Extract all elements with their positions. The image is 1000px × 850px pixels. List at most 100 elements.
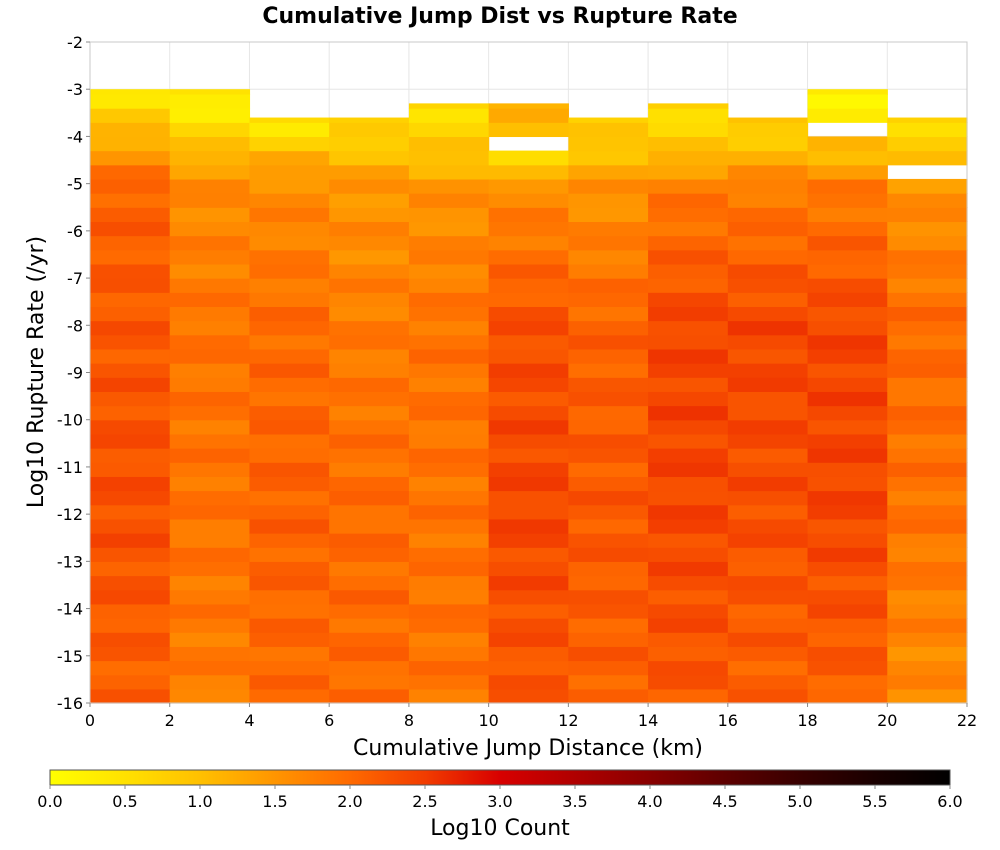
heatmap-cell bbox=[329, 688, 410, 704]
y-tick-label: -14 bbox=[57, 600, 83, 619]
heatmap-cell bbox=[887, 320, 968, 336]
heatmap-cell bbox=[169, 462, 251, 477]
heatmap-cell bbox=[249, 688, 330, 704]
heatmap-cell bbox=[727, 476, 809, 492]
heatmap-cell bbox=[329, 348, 410, 364]
heatmap-cell bbox=[329, 334, 410, 350]
heatmap-cell bbox=[169, 306, 251, 322]
heatmap-cell bbox=[648, 575, 729, 591]
heatmap-cell bbox=[727, 391, 809, 407]
heatmap-cell bbox=[727, 433, 809, 449]
heatmap-cell bbox=[488, 150, 569, 166]
heatmap-cell bbox=[169, 504, 251, 520]
heatmap-cell bbox=[329, 660, 410, 676]
heatmap-cell bbox=[568, 320, 649, 336]
heatmap-cell bbox=[488, 674, 569, 690]
heatmap-cell bbox=[90, 419, 171, 435]
colorbar-tick-label: 1.5 bbox=[262, 792, 287, 811]
y-axis-ticks: -2 -3 -4 -5 -6 -7 -8 -9 -10 -11 -12 -13 -14 -15 -16 bbox=[57, 33, 90, 713]
heatmap-cell bbox=[169, 476, 251, 492]
heatmap-cell bbox=[648, 136, 729, 152]
heatmap-cell bbox=[648, 533, 729, 548]
heatmap-cell bbox=[90, 306, 171, 322]
heatmap-cell bbox=[887, 377, 968, 392]
heatmap-cell bbox=[329, 433, 410, 449]
heatmap-cell bbox=[408, 263, 490, 279]
heatmap-cell bbox=[488, 490, 569, 506]
heatmap-cell bbox=[408, 674, 490, 690]
heatmap-cell bbox=[887, 632, 968, 647]
heatmap-cell bbox=[329, 117, 410, 123]
heatmap-cell bbox=[90, 575, 171, 591]
heatmap-cell bbox=[249, 405, 330, 421]
heatmap-cell bbox=[887, 518, 968, 534]
heatmap-cell bbox=[249, 533, 330, 548]
heatmap-cell bbox=[727, 235, 809, 251]
heatmap-cell bbox=[329, 249, 410, 265]
heatmap-cell bbox=[249, 462, 330, 477]
heatmap-cell bbox=[488, 561, 569, 577]
heatmap-cell bbox=[807, 193, 888, 208]
heatmap-cell bbox=[169, 674, 251, 690]
heatmap-cell bbox=[249, 476, 330, 492]
heatmap-cell bbox=[408, 561, 490, 577]
heatmap-cell bbox=[408, 518, 490, 534]
heatmap-cell bbox=[807, 249, 888, 265]
heatmap-cell bbox=[887, 547, 968, 562]
heatmap-cell bbox=[408, 688, 490, 704]
heatmap-cell bbox=[648, 193, 729, 208]
x-tick-label: 0 bbox=[85, 711, 95, 730]
y-tick-label: -4 bbox=[67, 127, 83, 146]
heatmap-cell bbox=[408, 103, 490, 109]
heatmap-cell bbox=[807, 108, 888, 123]
heatmap-cell bbox=[807, 391, 888, 407]
heatmap-cell bbox=[727, 363, 809, 378]
heatmap-cell bbox=[648, 433, 729, 449]
heatmap-cell bbox=[329, 235, 410, 251]
heatmap-cell bbox=[887, 490, 968, 506]
heatmap-cell bbox=[249, 164, 330, 180]
heatmap-cell bbox=[169, 193, 251, 208]
heatmap-cell bbox=[568, 292, 649, 307]
heatmap-cell bbox=[887, 476, 968, 492]
heatmap-cell bbox=[488, 405, 569, 421]
heatmap-cell bbox=[568, 646, 649, 662]
y-axis-label: Log10 Rupture Rate (/yr) bbox=[24, 236, 49, 508]
heatmap-cell bbox=[90, 348, 171, 364]
heatmap-cell bbox=[807, 377, 888, 392]
heatmap-cell bbox=[648, 518, 729, 534]
heatmap-cell bbox=[169, 688, 251, 704]
x-tick-label: 14 bbox=[638, 711, 658, 730]
heatmap-cell bbox=[887, 235, 968, 251]
heatmap-cell bbox=[408, 292, 490, 307]
heatmap-cell bbox=[727, 547, 809, 562]
heatmap-cell bbox=[408, 504, 490, 520]
heatmap-cell bbox=[648, 235, 729, 251]
heatmap-cell bbox=[90, 603, 171, 619]
heatmap-cell bbox=[249, 136, 330, 152]
heatmap-cell bbox=[408, 603, 490, 619]
heatmap-cell bbox=[408, 150, 490, 166]
heatmap-cell bbox=[488, 334, 569, 350]
heatmap-cell bbox=[408, 476, 490, 492]
heatmap-cell bbox=[568, 518, 649, 534]
heatmap-cell bbox=[488, 433, 569, 449]
heatmap-cell bbox=[169, 547, 251, 562]
heatmap-cell bbox=[408, 278, 490, 293]
heatmap-cell bbox=[408, 533, 490, 548]
heatmap-cell bbox=[329, 377, 410, 392]
x-tick-label: 8 bbox=[404, 711, 414, 730]
heatmap-cell bbox=[249, 334, 330, 350]
heatmap-cell bbox=[727, 618, 809, 633]
heatmap-cell bbox=[169, 249, 251, 265]
heatmap-cell bbox=[90, 547, 171, 562]
heatmap-cell bbox=[329, 207, 410, 223]
heatmap-cell bbox=[887, 348, 968, 364]
heatmap-cell bbox=[329, 164, 410, 180]
heatmap-cell bbox=[488, 178, 569, 194]
heatmap-cell bbox=[887, 646, 968, 662]
heatmap-cell bbox=[807, 462, 888, 477]
heatmap-cell bbox=[488, 207, 569, 223]
heatmap-cell bbox=[488, 292, 569, 307]
heatmap-cell bbox=[90, 433, 171, 449]
